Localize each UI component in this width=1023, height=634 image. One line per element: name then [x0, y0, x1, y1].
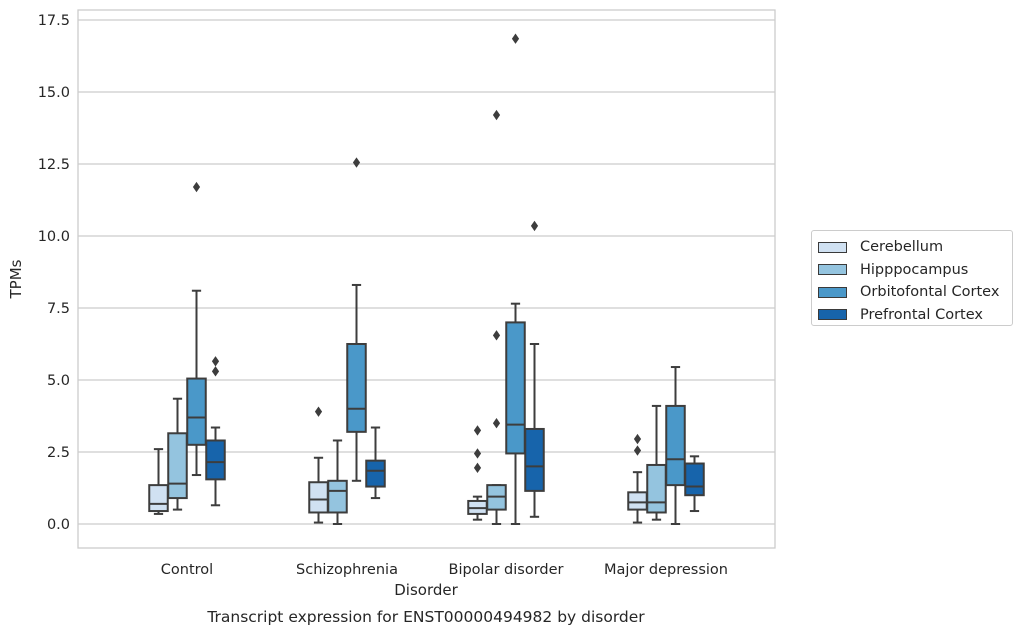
x-tick-labels: Control Schizophrenia Bipolar disorder Majo… [161, 562, 728, 578]
outlier-point [211, 356, 220, 367]
y-tick-label: 2.5 [47, 445, 70, 461]
legend-item-cerebellum: Cerebellum [818, 236, 1012, 259]
box [684, 462, 705, 497]
outlier-point [492, 418, 501, 429]
box [205, 439, 226, 481]
legend-item-hippocampus: Hipppocampus [818, 259, 1012, 282]
box [308, 481, 329, 514]
x-axis-label: Disorder [394, 581, 458, 599]
outlier-point [473, 462, 482, 474]
y-tick-label: 5.0 [47, 373, 70, 389]
outlier-point [473, 425, 482, 436]
box [167, 432, 188, 500]
legend-label: Orbitofontal Cortex [860, 284, 1000, 301]
x-tick-label: Control [161, 562, 213, 578]
legend-swatch [818, 286, 847, 298]
legend-swatch [818, 309, 847, 321]
box [365, 459, 386, 488]
x-tick-label: Major depression [604, 562, 728, 578]
outlier-point [492, 109, 501, 121]
outlier-point [473, 448, 482, 459]
box [327, 479, 348, 514]
y-tick-label: 0.0 [47, 517, 70, 533]
outlier-point [511, 33, 520, 44]
legend-swatch [818, 264, 847, 276]
y-tick-label: 17.5 [38, 13, 70, 29]
box [505, 321, 526, 455]
legend: Cerebellum Hipppocampus Orbitofontal Cor… [811, 230, 1013, 326]
y-tick-label: 12.5 [38, 157, 70, 173]
outlier-point [314, 406, 323, 417]
y-tick-label: 10.0 [38, 229, 70, 245]
legend-label: Cerebellum [860, 239, 944, 256]
outlier-point [492, 330, 501, 341]
y-tick-label: 7.5 [47, 301, 70, 317]
outlier-point [633, 445, 642, 456]
outlier-point [211, 366, 220, 377]
outlier-point [633, 433, 642, 445]
box [627, 491, 648, 511]
legend-swatch [818, 241, 847, 253]
legend-label: Hipppocampus [860, 261, 969, 278]
box [524, 427, 545, 492]
plot-frame [77, 9, 776, 549]
y-tick-labels: 0.0 2.5 5.0 7.5 10.0 12.5 15.0 17.5 [38, 13, 70, 533]
outlier-point [192, 181, 201, 193]
box [148, 484, 169, 513]
x-tick-label: Schizophrenia [296, 562, 398, 578]
legend-item-prefrontal-cortex: Prefrontal Cortex [818, 304, 1012, 327]
legend-label: Prefrontal Cortex [860, 306, 983, 323]
box [665, 404, 686, 487]
box [186, 377, 207, 446]
chart-title: Transcript expression for ENST0000049498… [206, 608, 645, 626]
legend-item-orbitofrontal-cortex: Orbitofontal Cortex [818, 281, 1012, 304]
box [646, 463, 667, 514]
outlier-point [352, 157, 361, 168]
y-tick-label: 15.0 [38, 85, 70, 101]
box [346, 343, 367, 433]
y-axis-label: TPMs [7, 259, 25, 299]
outlier-point [530, 220, 539, 232]
boxes-group [148, 33, 705, 525]
x-tick-label: Bipolar disorder [449, 562, 564, 578]
